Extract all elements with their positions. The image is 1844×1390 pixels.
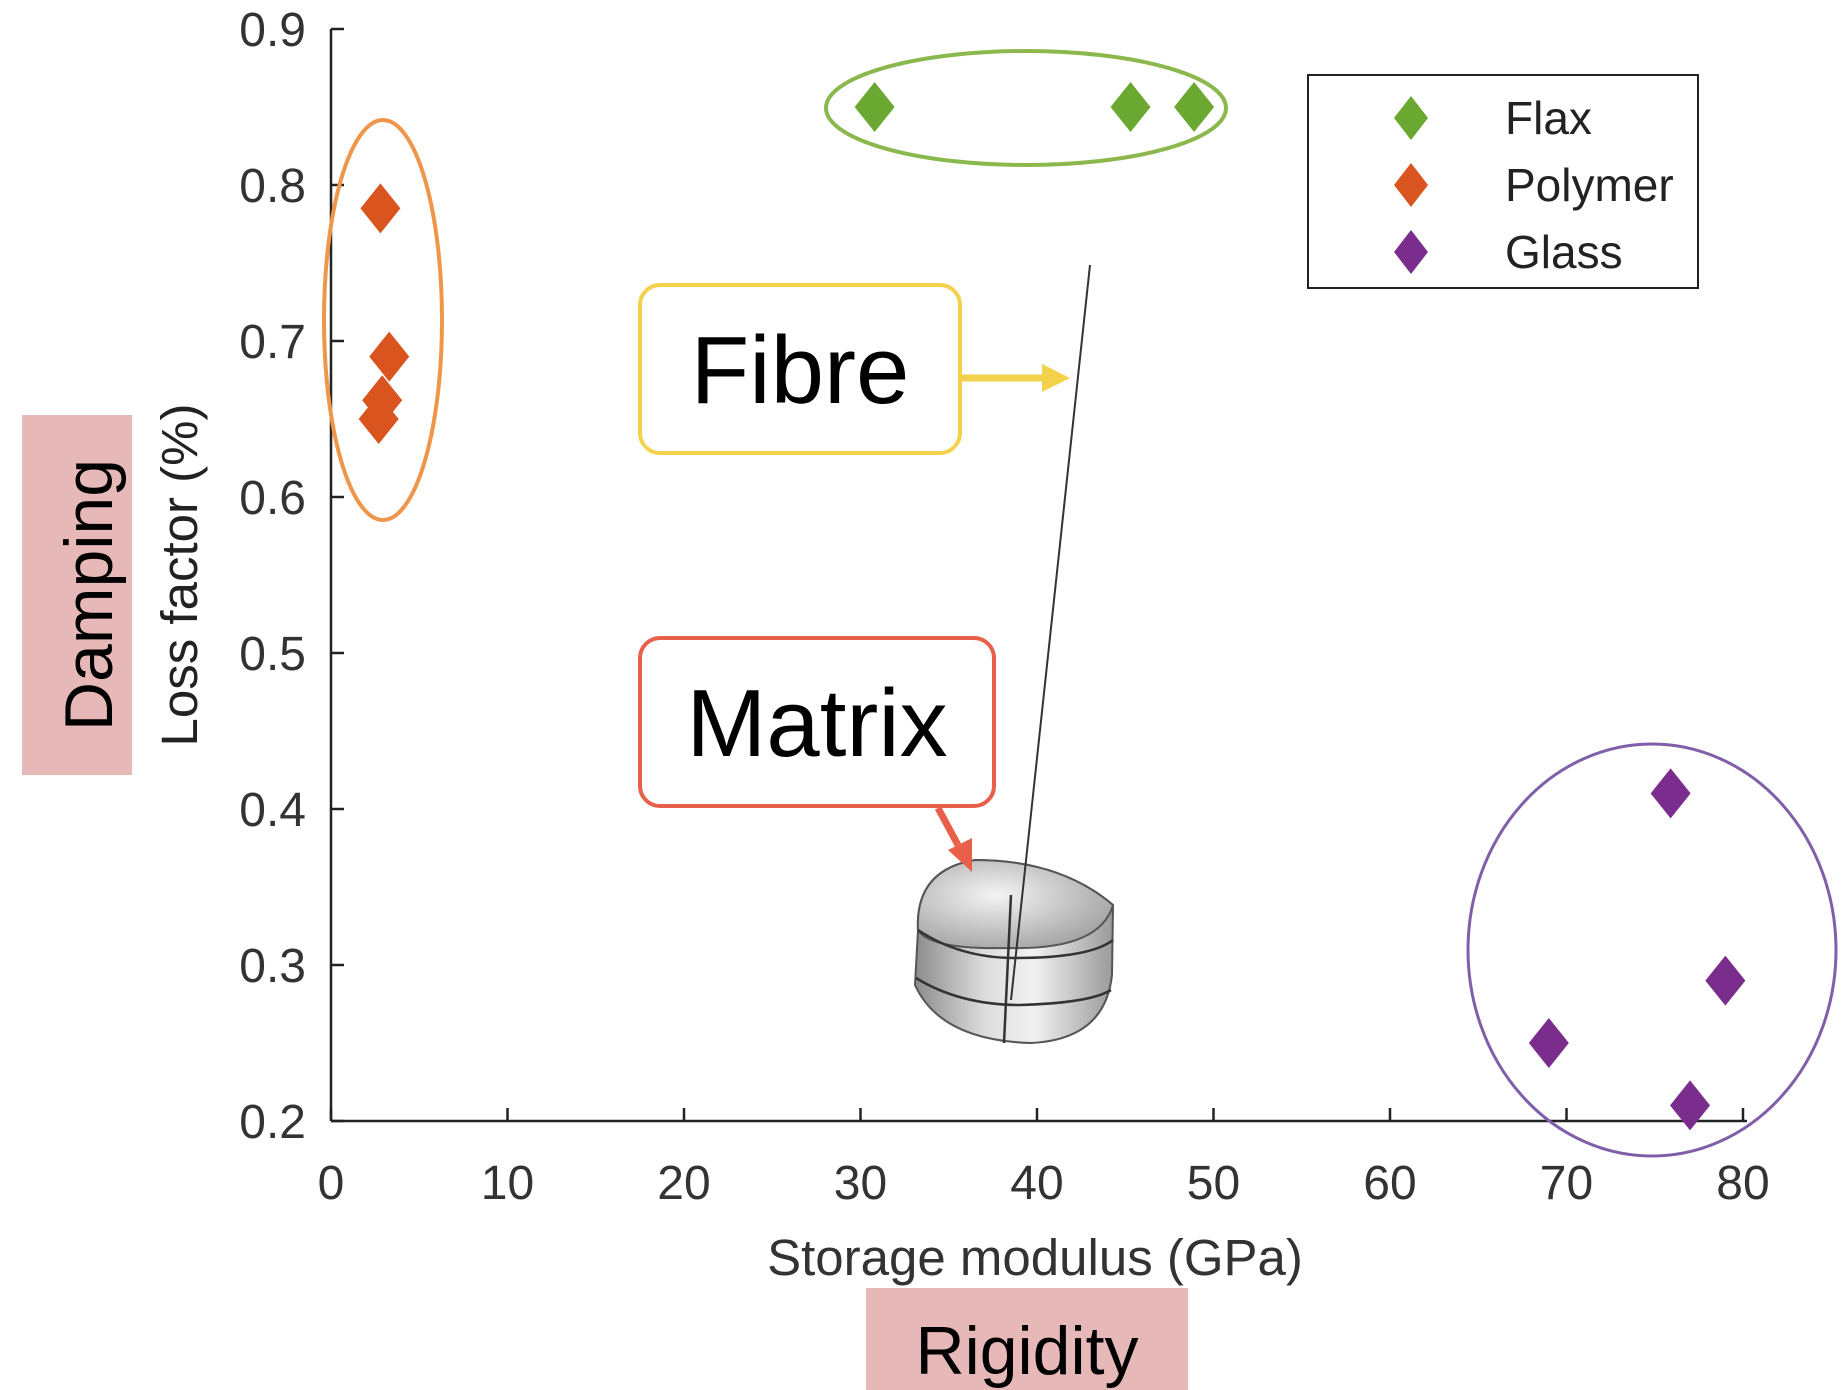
fibre-callout: Fibre	[638, 283, 1070, 455]
glass-point	[1670, 1080, 1711, 1131]
fibre-line	[1010, 264, 1091, 1001]
x-tick-label: 50	[1187, 1157, 1240, 1210]
axes	[329, 29, 1747, 1123]
rigidity-badge: Rigidity	[866, 1288, 1188, 1390]
matrix-callout: Matrix	[638, 636, 996, 872]
y-tick-label: 0.3	[239, 940, 306, 993]
x-tick-label: 40	[1010, 1157, 1063, 1210]
x-tick-label: 30	[834, 1157, 887, 1210]
axis-ticks: 0 10 20 30 40 50 60 70 80 0.2 0.3 0.4 0.5 0.6 0.7 0.8 0.…	[239, 4, 1769, 1210]
flax-point	[854, 82, 895, 132]
y-tick-label: 0.8	[239, 160, 306, 213]
glass-point	[1528, 1018, 1569, 1068]
legend-label-glass: Glass	[1505, 226, 1623, 278]
glass-point	[1705, 955, 1746, 1006]
damping-badge: Damping	[22, 415, 132, 775]
damping-label: Damping	[51, 459, 127, 731]
legend-box	[1307, 74, 1699, 289]
flax-group-outline	[824, 49, 1228, 167]
data-points	[358, 82, 1746, 1131]
y-tick-label: 0.7	[239, 316, 306, 369]
legend-marker-glass	[1394, 230, 1428, 274]
legend-marker-flax	[1394, 96, 1428, 140]
glass-point	[1650, 768, 1691, 819]
y-axis-label: Loss factor (%)	[151, 404, 208, 747]
y-tick-label: 0.9	[239, 4, 306, 57]
polymer-point	[358, 394, 399, 444]
x-axis-label: Storage modulus (GPa)	[767, 1229, 1303, 1286]
fibre-label: Fibre	[691, 317, 910, 424]
legend: Flax Polymer Glass	[1307, 74, 1699, 289]
legend-label-flax: Flax	[1505, 92, 1592, 144]
x-tick-label: 10	[481, 1157, 534, 1210]
y-tick-label: 0.2	[239, 1096, 306, 1149]
legend-marker-polymer	[1394, 163, 1428, 207]
legend-label-polymer: Polymer	[1505, 159, 1674, 211]
y-tick-label: 0.5	[239, 628, 306, 681]
glass-group-outline	[1466, 742, 1838, 1158]
y-tick-label: 0.4	[239, 784, 306, 837]
x-tick-label: 20	[657, 1157, 710, 1210]
polymer-group-outline	[322, 118, 444, 522]
rigidity-label: Rigidity	[916, 1313, 1139, 1389]
matrix-label: Matrix	[686, 670, 947, 777]
polymer-point	[360, 183, 401, 234]
polymer-point	[369, 331, 410, 382]
x-tick-label: 60	[1363, 1157, 1416, 1210]
flax-point	[1110, 82, 1151, 132]
flax-point	[1174, 82, 1215, 132]
x-tick-label: 70	[1540, 1157, 1593, 1210]
x-tick-label: 80	[1716, 1157, 1769, 1210]
x-tick-label: 0	[318, 1157, 345, 1210]
y-tick-label: 0.6	[239, 472, 306, 525]
fibre-matrix-illustration	[913, 858, 1115, 1045]
